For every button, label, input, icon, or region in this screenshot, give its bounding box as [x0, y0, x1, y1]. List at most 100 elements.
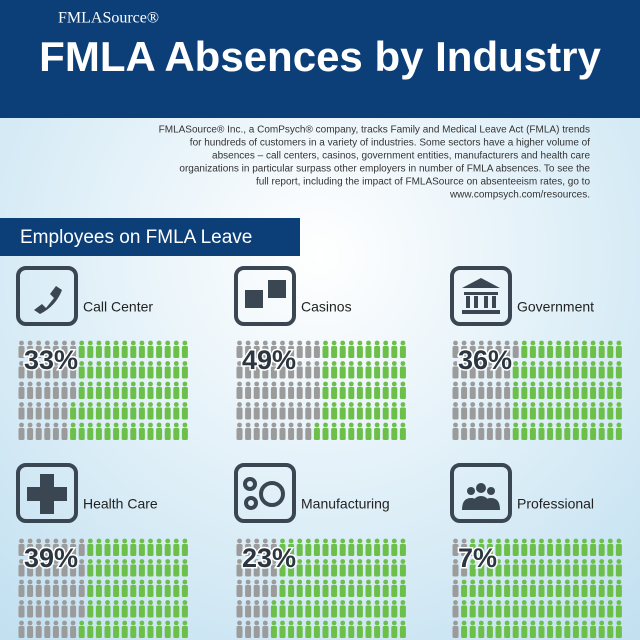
person: [564, 544, 571, 556]
person: [374, 361, 380, 366]
category-label: Government: [517, 299, 594, 315]
person: [555, 387, 562, 399]
person: [529, 387, 536, 399]
person: [147, 346, 154, 358]
person: [270, 605, 277, 618]
person: [452, 605, 459, 618]
person: [87, 340, 93, 346]
person: [590, 544, 597, 556]
person: [87, 428, 94, 440]
person: [348, 626, 355, 638]
person: [313, 346, 320, 358]
person: [18, 626, 25, 638]
person: [461, 361, 467, 366]
person: [181, 407, 188, 420]
person: [271, 600, 277, 605]
value-label: 7%: [458, 543, 497, 573]
person: [365, 544, 372, 556]
person: [237, 340, 242, 346]
person: [313, 387, 320, 399]
person: [590, 559, 596, 564]
person: [19, 600, 24, 605]
person: [53, 422, 59, 428]
person: [36, 579, 42, 585]
person: [138, 346, 145, 358]
person: [564, 605, 571, 618]
person: [339, 407, 346, 420]
person: [44, 620, 50, 626]
person: [598, 544, 605, 556]
person: [305, 585, 312, 597]
person: [616, 422, 622, 428]
person: [296, 428, 303, 440]
person: [182, 340, 188, 346]
person: [147, 366, 154, 379]
person: [122, 538, 128, 544]
description-line: www.compsych.com/resources.: [449, 190, 590, 201]
person: [156, 340, 162, 346]
pictogram-rest: [78, 538, 188, 638]
person: [313, 626, 320, 638]
person: [138, 366, 145, 379]
person: [305, 407, 312, 420]
person: [156, 579, 162, 585]
person: [44, 626, 51, 638]
person: [27, 340, 33, 346]
person: [323, 600, 328, 605]
person: [598, 387, 605, 399]
person: [19, 538, 24, 544]
person: [19, 361, 24, 366]
person: [245, 381, 251, 387]
person: [331, 605, 338, 618]
person: [105, 600, 110, 605]
person: [590, 600, 596, 605]
person: [348, 402, 354, 407]
person: [599, 422, 605, 428]
person: [79, 381, 85, 387]
person: [331, 422, 337, 428]
person: [504, 585, 511, 597]
person: [461, 340, 467, 346]
person: [253, 564, 260, 577]
person: [254, 381, 260, 387]
person: [599, 361, 605, 366]
person: [164, 346, 171, 358]
person: [615, 626, 622, 638]
person: [313, 366, 320, 379]
person: [391, 387, 398, 399]
person: [539, 600, 544, 605]
person: [487, 361, 493, 366]
person: [95, 407, 102, 420]
person: [469, 564, 476, 577]
person: [453, 422, 458, 428]
person: [279, 544, 286, 556]
person: [539, 538, 544, 544]
person: [271, 422, 277, 428]
person: [399, 626, 406, 638]
value-label: 33%: [24, 345, 78, 375]
person: [27, 387, 34, 399]
person: [96, 600, 102, 605]
person: [366, 381, 371, 387]
person: [27, 620, 33, 626]
person: [104, 428, 111, 440]
person: [262, 366, 269, 379]
person: [496, 340, 501, 346]
person: [122, 559, 128, 564]
person: [122, 600, 128, 605]
person: [323, 538, 328, 544]
person: [590, 579, 596, 585]
person: [236, 366, 243, 379]
person: [504, 422, 510, 428]
person: [104, 346, 111, 358]
person: [113, 407, 120, 420]
person: [173, 626, 180, 638]
person: [513, 620, 519, 626]
person: [521, 620, 527, 626]
person: [374, 366, 381, 379]
person: [36, 402, 42, 407]
person: [400, 422, 406, 428]
person: [538, 428, 545, 440]
person: [148, 361, 153, 366]
person: [513, 538, 519, 544]
